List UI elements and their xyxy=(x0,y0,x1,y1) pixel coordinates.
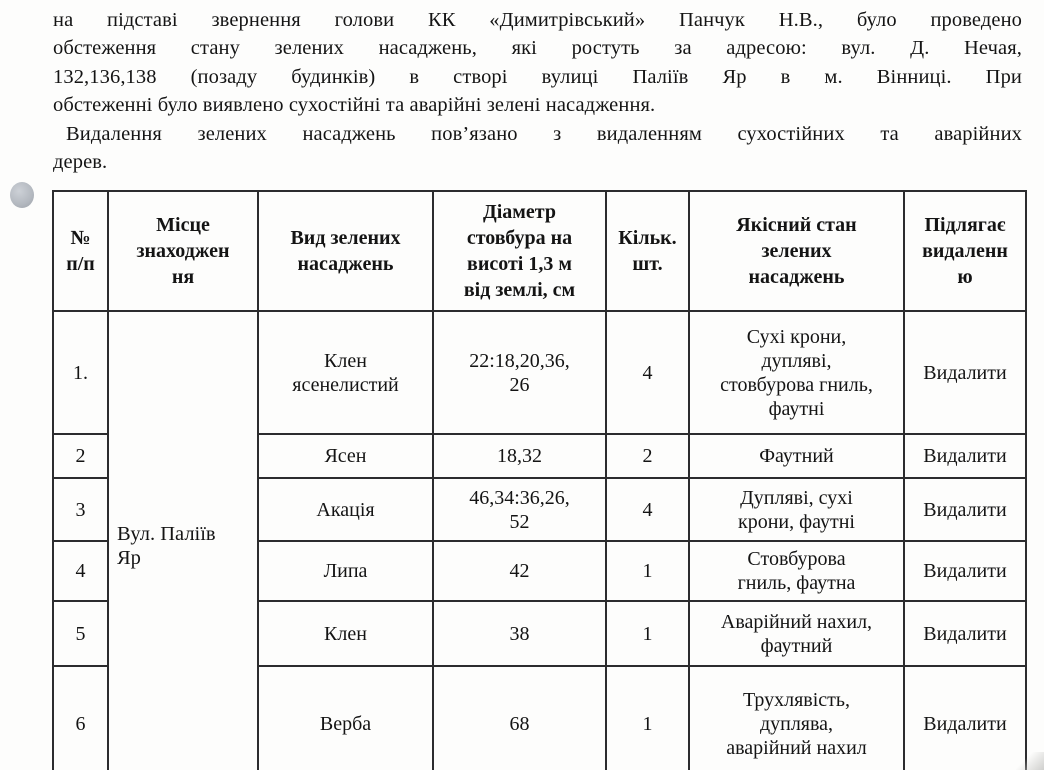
cell-action: Видалити xyxy=(903,477,1027,542)
cell-species: Ясен xyxy=(257,433,434,479)
cell-diameter: 46,34:36,26, 52 xyxy=(432,477,607,542)
col-header-species: Вид зелених насаджень xyxy=(257,190,434,312)
cell-num: 1. xyxy=(52,310,109,435)
paragraph-line: Видалення зелених насаджень пов’язано з … xyxy=(66,122,1022,145)
table-row: 4 Липа 42 1 Стовбурова гниль, фаутна Вид… xyxy=(52,540,1027,602)
table-row: 1. Вул. Паліїв Яр Клен ясенелистий 22:18… xyxy=(52,310,1027,770)
cell-condition: Фаутний xyxy=(688,433,905,479)
table-row: 3 Акація 46,34:36,26, 52 4 Дупляві, сухі… xyxy=(52,477,1027,542)
cell-num: 3 xyxy=(52,477,109,542)
cell-condition: Трухлявість, дуплява, аварійний нахил xyxy=(688,665,905,770)
cell-location-merged: Вул. Паліїв Яр xyxy=(107,310,259,770)
cell-condition: Аварійний нахил, фаутний xyxy=(688,600,905,667)
cell-quantity: 1 xyxy=(605,665,690,770)
paragraph-line: обстеження стану зелених насаджень, які … xyxy=(53,37,1022,60)
cell-species: Липа xyxy=(257,540,434,602)
cell-action: Видалити xyxy=(903,310,1027,435)
table-row: 2 Ясен 18,32 2 Фаутний Видалити xyxy=(52,433,1027,479)
cell-action: Видалити xyxy=(903,540,1027,602)
scan-edge-artifact xyxy=(1016,752,1044,770)
cell-quantity: 1 xyxy=(605,540,690,602)
cell-quantity: 1 xyxy=(605,600,690,667)
cell-quantity: 2 xyxy=(605,433,690,479)
table-row: 5 Клен 38 1 Аварійний нахил, фаутний Вид… xyxy=(52,600,1027,667)
cell-quantity: 4 xyxy=(605,310,690,435)
hole-punch-mark xyxy=(10,182,34,208)
cell-quantity: 4 xyxy=(605,477,690,542)
cell-action: Видалити xyxy=(903,433,1027,479)
paragraph-line: на підставі звернення голови КК «Димитрі… xyxy=(53,9,1022,31)
col-header-diameter: Діаметр стовбура на висоті 1,3 м від зем… xyxy=(432,190,607,312)
cell-num: 6 xyxy=(52,665,109,770)
cell-condition: Сухі крони, дупляві, стовбурова гниль, ф… xyxy=(688,310,905,435)
col-header-location: Місце знаходжен ня xyxy=(107,190,259,312)
tree-survey-table: № п/п Місце знаходжен ня Вид зелених нас… xyxy=(52,190,1027,770)
paragraph-line: обстеженні було виявлено сухостійні та а… xyxy=(53,94,656,117)
cell-action: Видалити xyxy=(903,600,1027,667)
cell-num: 2 xyxy=(52,433,109,479)
document-body-text: на підставі звернення голови КК «Димитрі… xyxy=(53,6,1022,176)
cell-diameter: 22:18,20,36, 26 xyxy=(432,310,607,435)
cell-condition: Стовбурова гниль, фаутна xyxy=(688,540,905,602)
paragraph-line: дерев. xyxy=(53,151,108,174)
cell-species: Верба xyxy=(257,665,434,770)
col-header-num: № п/п xyxy=(52,190,109,312)
cell-num: 4 xyxy=(52,540,109,602)
col-header-action: Підлягає видаленн ю xyxy=(903,190,1027,312)
cell-diameter: 68 xyxy=(432,665,607,770)
table-header-row: № п/п Місце знаходжен ня Вид зелених нас… xyxy=(52,190,1027,312)
table-row: 6 Верба 68 1 Трухлявість, дуплява, аварі… xyxy=(52,665,1027,770)
cell-diameter: 42 xyxy=(432,540,607,602)
cell-species: Акація xyxy=(257,477,434,542)
cell-diameter: 38 xyxy=(432,600,607,667)
paragraph-line: 132,136,138 (позаду будинків) в створі в… xyxy=(53,65,1022,88)
cell-num: 5 xyxy=(52,600,109,667)
col-header-quantity: Кільк. шт. xyxy=(605,190,690,312)
cell-action: Видалити xyxy=(903,665,1027,770)
col-header-condition: Якісний стан зелених насаджень xyxy=(688,190,905,312)
cell-species: Клен xyxy=(257,600,434,667)
cell-species: Клен ясенелистий xyxy=(257,310,434,435)
cell-condition: Дупляві, сухі крони, фаутні xyxy=(688,477,905,542)
cell-diameter: 18,32 xyxy=(432,433,607,479)
